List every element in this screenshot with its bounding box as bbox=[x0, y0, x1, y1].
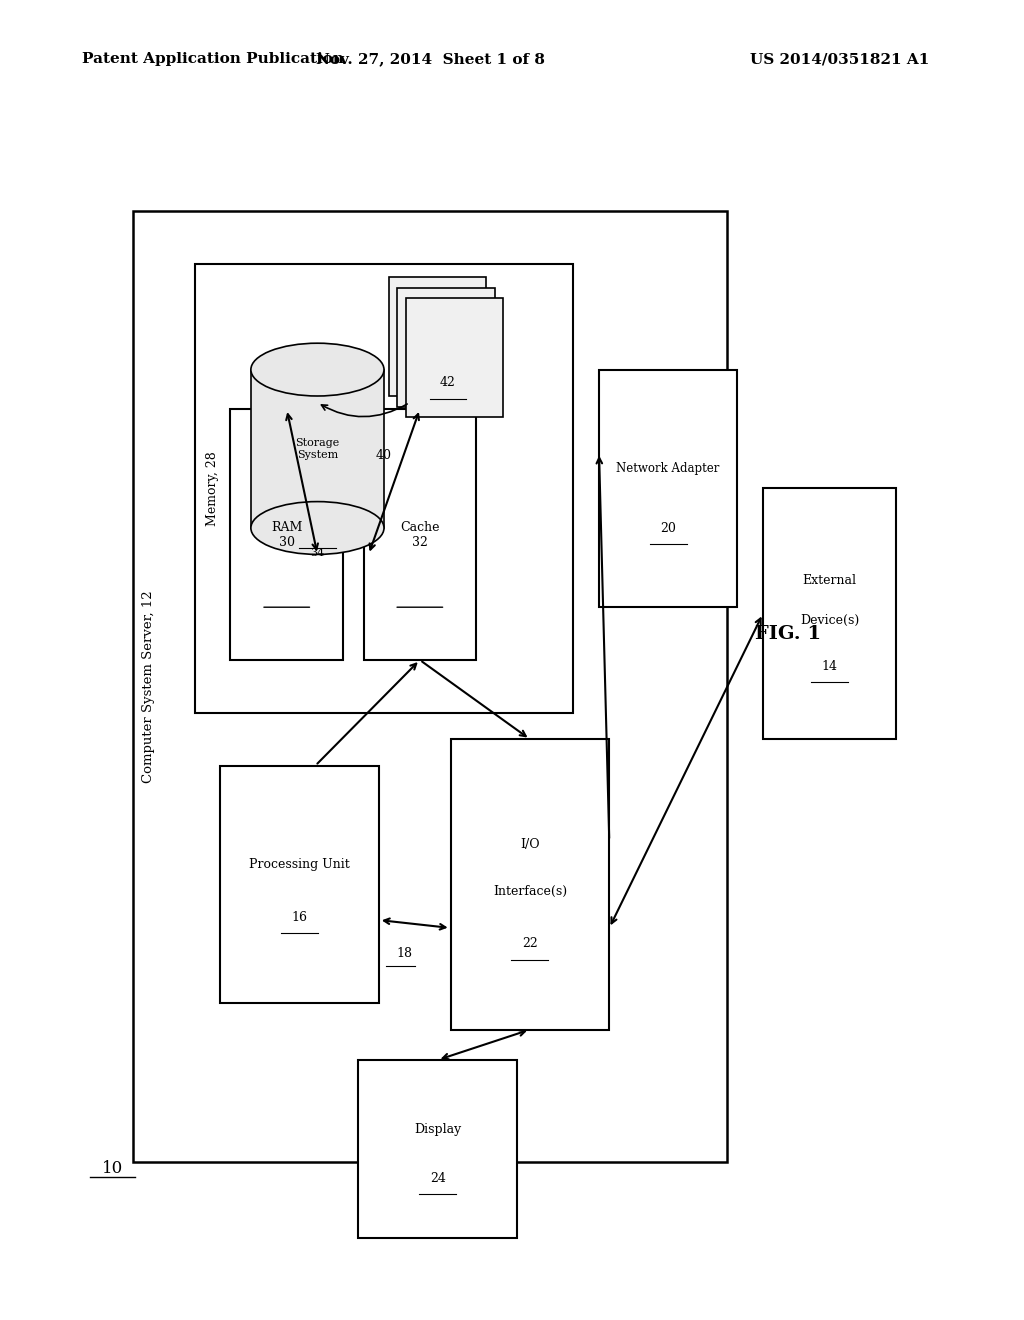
Text: Interface(s): Interface(s) bbox=[493, 884, 567, 898]
Text: 20: 20 bbox=[660, 521, 676, 535]
Text: US 2014/0351821 A1: US 2014/0351821 A1 bbox=[750, 53, 930, 66]
Ellipse shape bbox=[251, 502, 384, 554]
Text: Display: Display bbox=[414, 1123, 462, 1135]
FancyBboxPatch shape bbox=[364, 409, 476, 660]
Text: Nov. 27, 2014  Sheet 1 of 8: Nov. 27, 2014 Sheet 1 of 8 bbox=[315, 53, 545, 66]
Text: Network Adapter: Network Adapter bbox=[616, 462, 720, 475]
FancyBboxPatch shape bbox=[358, 1060, 517, 1238]
Text: 14: 14 bbox=[821, 660, 838, 673]
Text: 34: 34 bbox=[310, 548, 325, 558]
Text: Cache
32: Cache 32 bbox=[400, 520, 439, 549]
Text: 42: 42 bbox=[440, 376, 456, 389]
Text: 40: 40 bbox=[376, 449, 392, 462]
FancyBboxPatch shape bbox=[451, 739, 609, 1030]
FancyBboxPatch shape bbox=[599, 370, 737, 607]
FancyBboxPatch shape bbox=[397, 288, 495, 407]
FancyBboxPatch shape bbox=[195, 264, 573, 713]
Text: 22: 22 bbox=[522, 937, 538, 950]
Text: Memory, 28: Memory, 28 bbox=[207, 451, 219, 525]
FancyBboxPatch shape bbox=[133, 211, 727, 1162]
Text: Processing Unit: Processing Unit bbox=[249, 858, 350, 871]
Text: 24: 24 bbox=[430, 1172, 445, 1184]
Ellipse shape bbox=[251, 343, 384, 396]
Text: External: External bbox=[803, 574, 856, 587]
Text: Patent Application Publication: Patent Application Publication bbox=[82, 53, 344, 66]
FancyBboxPatch shape bbox=[230, 409, 343, 660]
Text: RAM
30: RAM 30 bbox=[271, 520, 302, 549]
Text: Device(s): Device(s) bbox=[800, 614, 859, 627]
Text: 16: 16 bbox=[292, 911, 307, 924]
FancyBboxPatch shape bbox=[389, 277, 486, 396]
Text: 18: 18 bbox=[396, 946, 413, 960]
Text: 10: 10 bbox=[102, 1160, 123, 1176]
Text: FIG. 1: FIG. 1 bbox=[756, 624, 821, 643]
FancyBboxPatch shape bbox=[220, 766, 379, 1003]
FancyBboxPatch shape bbox=[406, 298, 503, 417]
FancyBboxPatch shape bbox=[763, 488, 896, 739]
FancyBboxPatch shape bbox=[251, 370, 384, 528]
Text: Computer System Server, 12: Computer System Server, 12 bbox=[142, 590, 155, 783]
Text: I/O: I/O bbox=[520, 838, 540, 851]
Text: Storage
System: Storage System bbox=[295, 438, 340, 459]
